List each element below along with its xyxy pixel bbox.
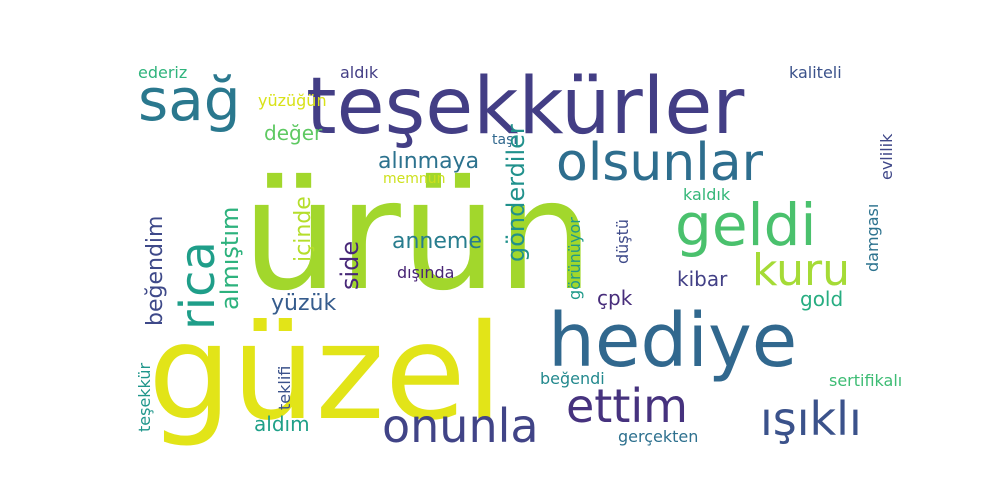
word-ettim: onunla (382, 399, 539, 453)
word-guzel: güzel (148, 296, 503, 450)
word-kibar: çpk (597, 286, 633, 310)
word-isikli: ettim (566, 379, 688, 433)
word-evlilik: evlilik (877, 133, 896, 180)
word-disinda: kaldık (683, 185, 731, 204)
word-onunla: rica (170, 241, 226, 330)
word-yuzugun: ederiz (138, 63, 187, 82)
word-sag: sağ (138, 66, 241, 134)
word-tesekkur: teşekkür (135, 363, 154, 432)
word-kuru: kuru (752, 245, 850, 296)
word-gercekten: beğendi (540, 369, 605, 388)
word-urun: ürün (242, 147, 594, 324)
word-kaliteli: aldık (340, 63, 379, 82)
word-tasi: yüzüğün (258, 91, 327, 110)
word-side: anneme (392, 229, 482, 254)
word-gold: kibar (677, 267, 728, 291)
word-aldim: gold (800, 287, 843, 311)
word-alinmaya: side (336, 241, 364, 290)
word-tesekkurler: teşekkürler (306, 62, 745, 152)
word-cpk: değer (264, 121, 323, 145)
word-geldi: geldi (675, 191, 817, 259)
word-gorunuyor: görünüyor (565, 217, 584, 300)
word-sertifikali: gerçekten (618, 427, 698, 446)
word-damgasi: damgası (863, 204, 882, 272)
word-icinde: dışında (397, 263, 454, 282)
word-kaldik: memnun (383, 171, 446, 187)
word-begendim: beğendim (143, 216, 168, 326)
word-hediye: hediye (548, 298, 797, 384)
word-teklifi: teklifi (275, 366, 294, 410)
word-deger: içinde (291, 196, 316, 262)
word-rica: ışıklı (760, 392, 862, 446)
word-gonderdiler: yüzük (271, 291, 336, 316)
word-olsunlar: olsunlar (556, 133, 764, 193)
word-anneme: alınmaya (378, 149, 479, 174)
word-memnun: taşı (492, 132, 517, 148)
word-ederiz: kaliteli (789, 63, 842, 82)
word-yuzuk: gönderdiler (502, 124, 530, 262)
word-almistim: almıştım (216, 207, 244, 310)
word-dustu: düştü (613, 219, 632, 264)
word-begendi: aldım (254, 412, 310, 436)
word-aldik: sertifikalı (829, 371, 902, 390)
